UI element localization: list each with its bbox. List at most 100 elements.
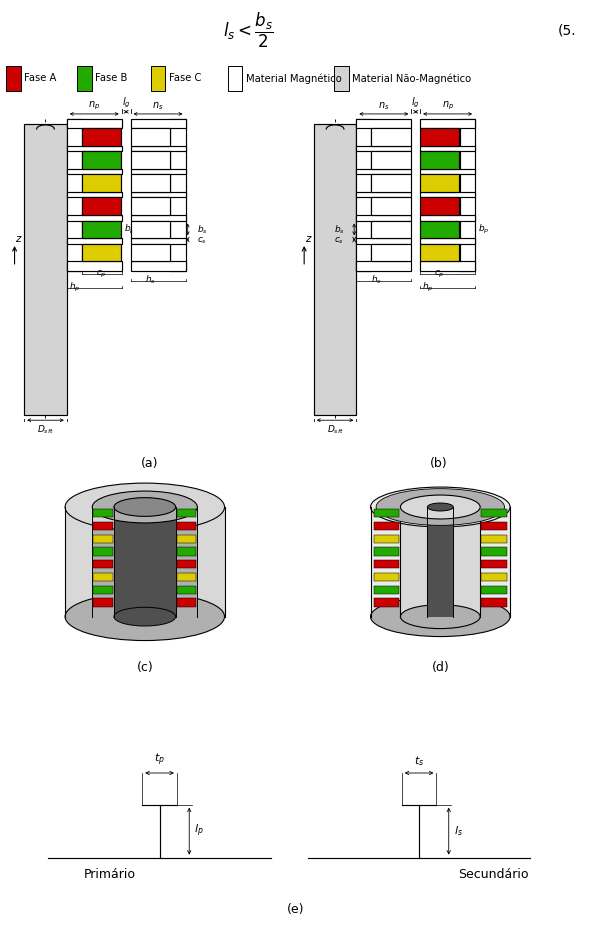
Bar: [374, 522, 400, 530]
Text: (e): (e): [287, 903, 304, 916]
Bar: [374, 509, 400, 518]
Bar: [93, 586, 113, 594]
Text: $l_p$: $l_p$: [194, 823, 204, 840]
Bar: [372, 151, 411, 169]
Text: Fase C: Fase C: [169, 74, 202, 83]
Ellipse shape: [401, 605, 480, 629]
Bar: [177, 598, 196, 606]
Bar: [177, 535, 196, 543]
Text: Material Não-Magnético: Material Não-Magnético: [352, 73, 472, 84]
Bar: [374, 560, 400, 568]
Ellipse shape: [401, 495, 480, 519]
Bar: [372, 198, 411, 216]
Bar: [420, 151, 459, 169]
Bar: [93, 509, 113, 518]
Bar: [374, 535, 400, 543]
Bar: [170, 118, 186, 271]
Bar: [82, 244, 121, 261]
Text: Fase B: Fase B: [95, 74, 128, 83]
Ellipse shape: [92, 491, 197, 522]
Bar: [481, 535, 507, 543]
Bar: [372, 174, 411, 192]
Bar: [374, 598, 400, 606]
Bar: [374, 586, 400, 594]
Ellipse shape: [114, 607, 176, 626]
Bar: [131, 146, 186, 151]
Bar: [131, 238, 186, 244]
Bar: [356, 169, 411, 174]
Bar: [177, 548, 196, 556]
Bar: [371, 507, 510, 617]
Ellipse shape: [401, 495, 480, 519]
Bar: [481, 522, 507, 530]
Text: $n_s$: $n_s$: [378, 101, 389, 112]
Text: (c): (c): [137, 661, 153, 675]
Text: (a): (a): [141, 456, 158, 469]
Bar: [93, 573, 113, 581]
Text: $l_s < \dfrac{b_s}{2}$: $l_s < \dfrac{b_s}{2}$: [223, 10, 274, 50]
Bar: [420, 220, 459, 238]
Bar: [427, 507, 453, 617]
Bar: [131, 151, 170, 169]
Bar: [481, 548, 507, 556]
Text: $c_p$: $c_p$: [434, 269, 445, 280]
Text: $h_s$: $h_s$: [371, 273, 381, 285]
Bar: [93, 535, 113, 543]
Text: $n_p$: $n_p$: [441, 100, 454, 112]
Bar: [67, 261, 122, 271]
Text: $n_p$: $n_p$: [88, 100, 100, 112]
Bar: [420, 174, 459, 192]
Bar: [131, 169, 186, 174]
Bar: [420, 216, 475, 220]
Bar: [131, 220, 170, 238]
Bar: [420, 128, 459, 146]
Text: $z$: $z$: [15, 234, 23, 244]
Bar: [401, 507, 480, 617]
Bar: [67, 216, 122, 220]
Text: $l_s$: $l_s$: [454, 824, 463, 838]
Bar: [65, 507, 225, 617]
Bar: [67, 192, 122, 198]
Bar: [420, 198, 459, 216]
Text: $h_p$: $h_p$: [69, 281, 80, 294]
Bar: [228, 66, 242, 91]
Bar: [481, 560, 507, 568]
Bar: [481, 509, 507, 518]
Bar: [374, 548, 400, 556]
Bar: [131, 118, 186, 128]
Text: $n_s$: $n_s$: [152, 101, 164, 112]
Bar: [334, 66, 349, 91]
Bar: [372, 220, 411, 238]
Text: $c_s$: $c_s$: [197, 236, 207, 246]
Bar: [356, 146, 411, 151]
Bar: [131, 216, 186, 220]
Bar: [131, 192, 186, 198]
Text: (5.: (5.: [557, 23, 576, 37]
Bar: [420, 238, 475, 244]
Bar: [67, 146, 122, 151]
Bar: [93, 548, 113, 556]
Bar: [420, 192, 475, 198]
Bar: [481, 573, 507, 581]
Text: $c_p$: $c_p$: [96, 269, 107, 280]
Bar: [67, 169, 122, 174]
Ellipse shape: [65, 592, 225, 641]
Bar: [356, 216, 411, 220]
Text: $D_{sft}$: $D_{sft}$: [37, 424, 54, 437]
Bar: [93, 560, 113, 568]
Bar: [131, 261, 186, 271]
Text: $l_g$: $l_g$: [122, 95, 131, 110]
Text: $h_p$: $h_p$: [422, 281, 433, 294]
Text: Fase A: Fase A: [24, 74, 57, 83]
Ellipse shape: [371, 597, 510, 636]
Text: $b_p$: $b_p$: [125, 223, 136, 236]
Text: Secundário: Secundário: [458, 868, 528, 881]
Bar: [420, 261, 475, 271]
Bar: [131, 128, 170, 146]
Bar: [92, 507, 197, 617]
Ellipse shape: [376, 489, 505, 525]
Bar: [314, 124, 356, 415]
Bar: [356, 238, 411, 244]
Text: $h_s$: $h_s$: [145, 273, 155, 285]
Bar: [151, 66, 165, 91]
